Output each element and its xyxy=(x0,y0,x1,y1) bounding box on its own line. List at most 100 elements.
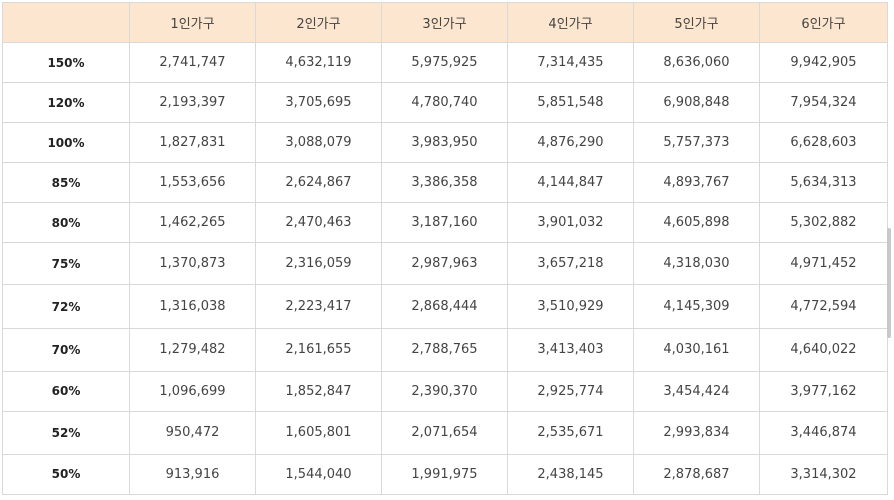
value-cell: 2,071,654 xyxy=(381,410,508,455)
income-table-container: 1인가구 2인가구 3인가구 4인가구 5인가구 6인가구 150% 2,741,… xyxy=(2,2,888,496)
value-cell: 3,314,302 xyxy=(759,453,888,496)
value-cell: 4,145,309 xyxy=(633,284,760,329)
value-cell: 4,318,030 xyxy=(633,242,760,286)
table-row: 85% 1,553,656 2,624,867 3,386,358 4,144,847 4… xyxy=(2,162,888,204)
row-label-cell: 72% xyxy=(2,284,130,329)
value-cell: 1,544,040 xyxy=(255,453,382,496)
value-cell: 4,030,161 xyxy=(633,327,760,372)
value-cell: 2,193,397 xyxy=(129,82,256,124)
value-cell: 5,302,882 xyxy=(759,202,888,244)
value-cell: 4,971,452 xyxy=(759,242,888,286)
value-cell: 2,868,444 xyxy=(381,284,508,329)
value-cell: 950,472 xyxy=(129,410,256,455)
value-cell: 4,640,022 xyxy=(759,327,888,372)
value-cell: 3,657,218 xyxy=(507,242,634,286)
value-cell: 913,916 xyxy=(129,453,256,496)
value-cell: 1,605,801 xyxy=(255,410,382,455)
row-label-cell: 60% xyxy=(2,370,130,412)
value-cell: 3,446,874 xyxy=(759,410,888,455)
table-body: 150% 2,741,747 4,632,119 5,975,925 7,314,435… xyxy=(2,41,888,496)
value-cell: 3,901,032 xyxy=(507,202,634,244)
value-cell: 2,925,774 xyxy=(507,370,634,412)
value-cell: 2,438,145 xyxy=(507,453,634,496)
table-row: 60% 1,096,699 1,852,847 2,390,370 2,925,774 3… xyxy=(2,370,888,412)
value-cell: 6,628,603 xyxy=(759,122,888,164)
row-label-cell: 80% xyxy=(2,202,130,244)
value-cell: 2,223,417 xyxy=(255,284,382,329)
header-row: 1인가구 2인가구 3인가구 4인가구 5인가구 6인가구 xyxy=(2,2,888,43)
value-cell: 3,187,160 xyxy=(381,202,508,244)
table-row: 80% 1,462,265 2,470,463 3,187,160 3,901,032 4… xyxy=(2,202,888,244)
row-label-cell: 70% xyxy=(2,327,130,372)
income-table: 1인가구 2인가구 3인가구 4인가구 5인가구 6인가구 150% 2,741,… xyxy=(2,2,888,496)
value-cell: 5,851,548 xyxy=(507,82,634,124)
value-cell: 2,390,370 xyxy=(381,370,508,412)
header-cell-5-person: 5인가구 xyxy=(633,2,760,43)
value-cell: 4,772,594 xyxy=(759,284,888,329)
value-cell: 6,908,848 xyxy=(633,82,760,124)
value-cell: 4,605,898 xyxy=(633,202,760,244)
value-cell: 4,876,290 xyxy=(507,122,634,164)
value-cell: 3,510,929 xyxy=(507,284,634,329)
value-cell: 8,636,060 xyxy=(633,41,760,84)
row-label-cell: 100% xyxy=(2,122,130,164)
value-cell: 1,096,699 xyxy=(129,370,256,412)
value-cell: 7,314,435 xyxy=(507,41,634,84)
value-cell: 3,386,358 xyxy=(381,162,508,204)
value-cell: 1,991,975 xyxy=(381,453,508,496)
table-row: 72% 1,316,038 2,223,417 2,868,444 3,510,929 4… xyxy=(2,284,888,329)
table-header: 1인가구 2인가구 3인가구 4인가구 5인가구 6인가구 xyxy=(2,2,888,43)
value-cell: 1,316,038 xyxy=(129,284,256,329)
header-cell-3-person: 3인가구 xyxy=(381,2,508,43)
header-corner-cell xyxy=(2,2,130,43)
value-cell: 1,553,656 xyxy=(129,162,256,204)
value-cell: 2,987,963 xyxy=(381,242,508,286)
value-cell: 2,741,747 xyxy=(129,41,256,84)
value-cell: 4,144,847 xyxy=(507,162,634,204)
value-cell: 2,878,687 xyxy=(633,453,760,496)
value-cell: 9,942,905 xyxy=(759,41,888,84)
row-label-cell: 75% xyxy=(2,242,130,286)
value-cell: 1,852,847 xyxy=(255,370,382,412)
value-cell: 2,624,867 xyxy=(255,162,382,204)
header-cell-6-person: 6인가구 xyxy=(759,2,888,43)
value-cell: 2,788,765 xyxy=(381,327,508,372)
value-cell: 4,632,119 xyxy=(255,41,382,84)
row-label-cell: 150% xyxy=(2,41,130,84)
value-cell: 4,893,767 xyxy=(633,162,760,204)
value-cell: 3,983,950 xyxy=(381,122,508,164)
table-row: 70% 1,279,482 2,161,655 2,788,765 3,413,403 4… xyxy=(2,327,888,372)
table-row: 120% 2,193,397 3,705,695 4,780,740 5,851,548… xyxy=(2,82,888,124)
header-cell-2-person: 2인가구 xyxy=(255,2,382,43)
value-cell: 2,535,671 xyxy=(507,410,634,455)
value-cell: 1,827,831 xyxy=(129,122,256,164)
value-cell: 4,780,740 xyxy=(381,82,508,124)
row-label-cell: 85% xyxy=(2,162,130,204)
value-cell: 3,088,079 xyxy=(255,122,382,164)
header-cell-4-person: 4인가구 xyxy=(507,2,634,43)
value-cell: 3,454,424 xyxy=(633,370,760,412)
table-row: 75% 1,370,873 2,316,059 2,987,963 3,657,218 4… xyxy=(2,242,888,286)
row-label-cell: 50% xyxy=(2,453,130,496)
value-cell: 3,413,403 xyxy=(507,327,634,372)
table-row: 52% 950,472 1,605,801 2,071,654 2,535,671 2,9… xyxy=(2,410,888,455)
value-cell: 1,370,873 xyxy=(129,242,256,286)
value-cell: 2,470,463 xyxy=(255,202,382,244)
header-cell-1-person: 1인가구 xyxy=(129,2,256,43)
value-cell: 5,975,925 xyxy=(381,41,508,84)
value-cell: 1,279,482 xyxy=(129,327,256,372)
value-cell: 2,161,655 xyxy=(255,327,382,372)
row-label-cell: 120% xyxy=(2,82,130,124)
table-row: 50% 913,916 1,544,040 1,991,975 2,438,145 2,8… xyxy=(2,453,888,496)
vertical-scrollbar[interactable] xyxy=(887,228,891,338)
row-label-cell: 52% xyxy=(2,410,130,455)
value-cell: 3,705,695 xyxy=(255,82,382,124)
value-cell: 1,462,265 xyxy=(129,202,256,244)
value-cell: 2,316,059 xyxy=(255,242,382,286)
value-cell: 7,954,324 xyxy=(759,82,888,124)
value-cell: 5,634,313 xyxy=(759,162,888,204)
value-cell: 2,993,834 xyxy=(633,410,760,455)
value-cell: 3,977,162 xyxy=(759,370,888,412)
table-row: 150% 2,741,747 4,632,119 5,975,925 7,314,435… xyxy=(2,41,888,84)
value-cell: 5,757,373 xyxy=(633,122,760,164)
